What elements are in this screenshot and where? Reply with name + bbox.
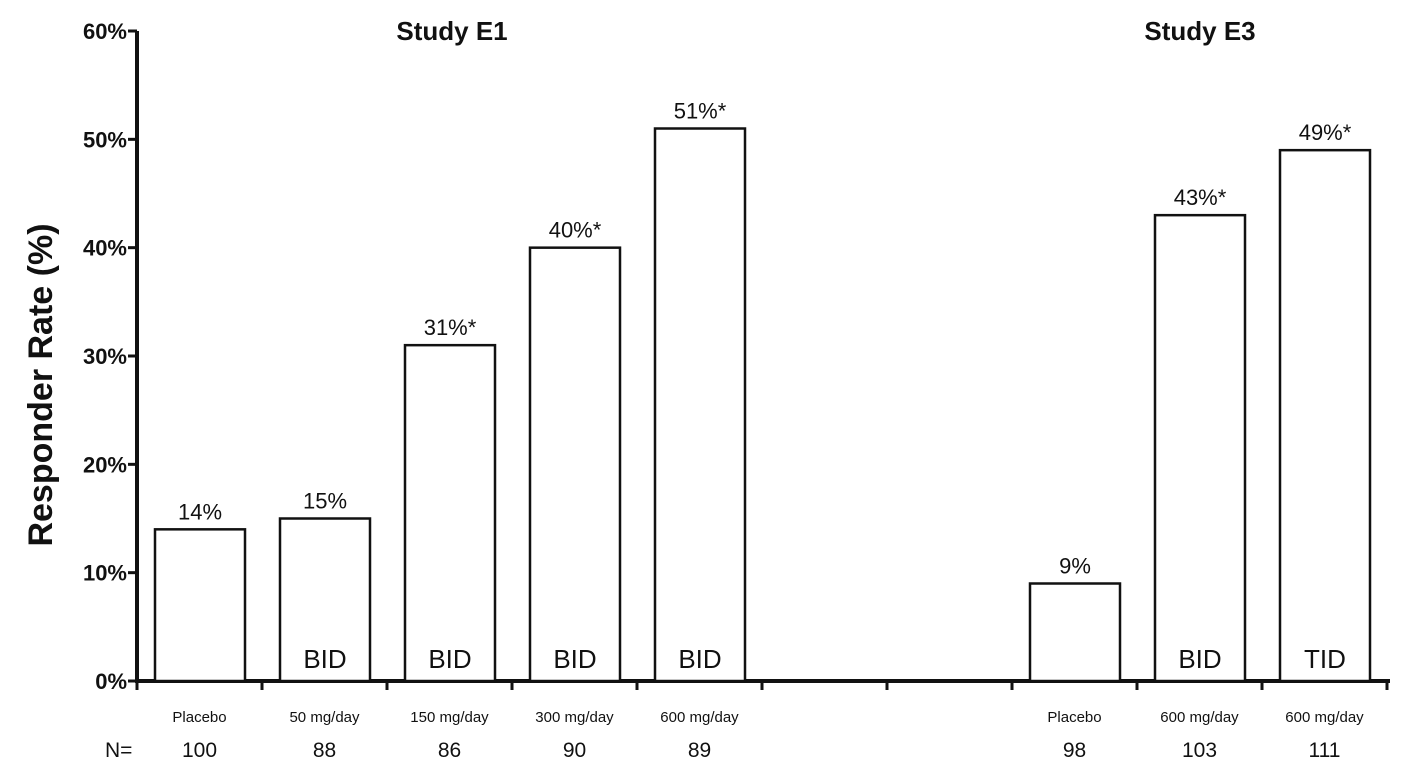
dosing-label: BID (678, 644, 721, 674)
category-label: Placebo (172, 709, 226, 726)
bar-value-label: 14% (178, 499, 222, 524)
n-value-label: 111 (1309, 739, 1341, 762)
n-value-label: 89 (688, 739, 711, 762)
dosing-label: BID (428, 644, 471, 674)
y-tick-label: 50% (83, 127, 127, 152)
n-value-label: 98 (1063, 739, 1086, 762)
n-prefix-label: N= (105, 739, 132, 762)
bar-value-label: 49%* (1299, 120, 1352, 145)
category-label: Placebo (1047, 709, 1101, 726)
category-label: 600 mg/day (1160, 709, 1239, 726)
y-tick-label: 30% (83, 344, 127, 369)
dosing-label: BID (1178, 644, 1221, 674)
bar (1278, 148, 1372, 683)
dosing-label: BID (553, 644, 596, 674)
y-ticks: 0% 10% 20% 30% 40% 50% 60% (83, 19, 137, 694)
bars: 14% 15% BID 31%* BID 40%* BID 51%* BID 9% 43%* BID 4… (153, 99, 1372, 683)
bar-value-label: 43%* (1174, 185, 1227, 210)
y-tick-label: 60% (83, 19, 127, 44)
x-labels: Placebo 100 50 mg/day 88 150 mg/day 86 300 mg/… (172, 709, 1364, 762)
category-label: 150 mg/day (410, 709, 489, 726)
y-tick-label: 10% (83, 561, 127, 586)
category-label: 50 mg/day (289, 709, 360, 726)
n-value-label: 90 (563, 739, 586, 762)
y-axis-label: Responder Rate (%) (22, 223, 60, 546)
study-title: Study E3 (1144, 16, 1255, 46)
study-title: Study E1 (396, 16, 507, 46)
n-value-label: 88 (313, 739, 336, 762)
bar-value-label: 51%* (674, 99, 727, 124)
n-value-label: 86 (438, 739, 461, 762)
bar (153, 528, 247, 683)
n-value-label: 100 (182, 739, 217, 762)
dosing-label: TID (1304, 644, 1346, 674)
dosing-label: BID (303, 644, 346, 674)
bar-value-label: 9% (1059, 554, 1091, 579)
bar (1028, 582, 1122, 683)
n-value-label: 103 (1182, 739, 1217, 762)
category-label: 600 mg/day (660, 709, 739, 726)
category-label: 300 mg/day (535, 709, 614, 726)
bar-value-label: 40%* (549, 218, 602, 243)
y-tick-label: 20% (83, 452, 127, 477)
bar (1153, 213, 1247, 683)
bar (528, 246, 622, 683)
bar (403, 343, 497, 683)
category-label: 600 mg/day (1285, 709, 1364, 726)
bar (653, 127, 747, 683)
bar (278, 517, 372, 683)
study-titles: Study E1 Study E3 (396, 16, 1255, 46)
y-tick-label: 40% (83, 236, 127, 261)
y-tick-label: 0% (95, 669, 127, 694)
bar-value-label: 15% (303, 489, 347, 514)
bar-value-label: 31%* (424, 315, 477, 340)
